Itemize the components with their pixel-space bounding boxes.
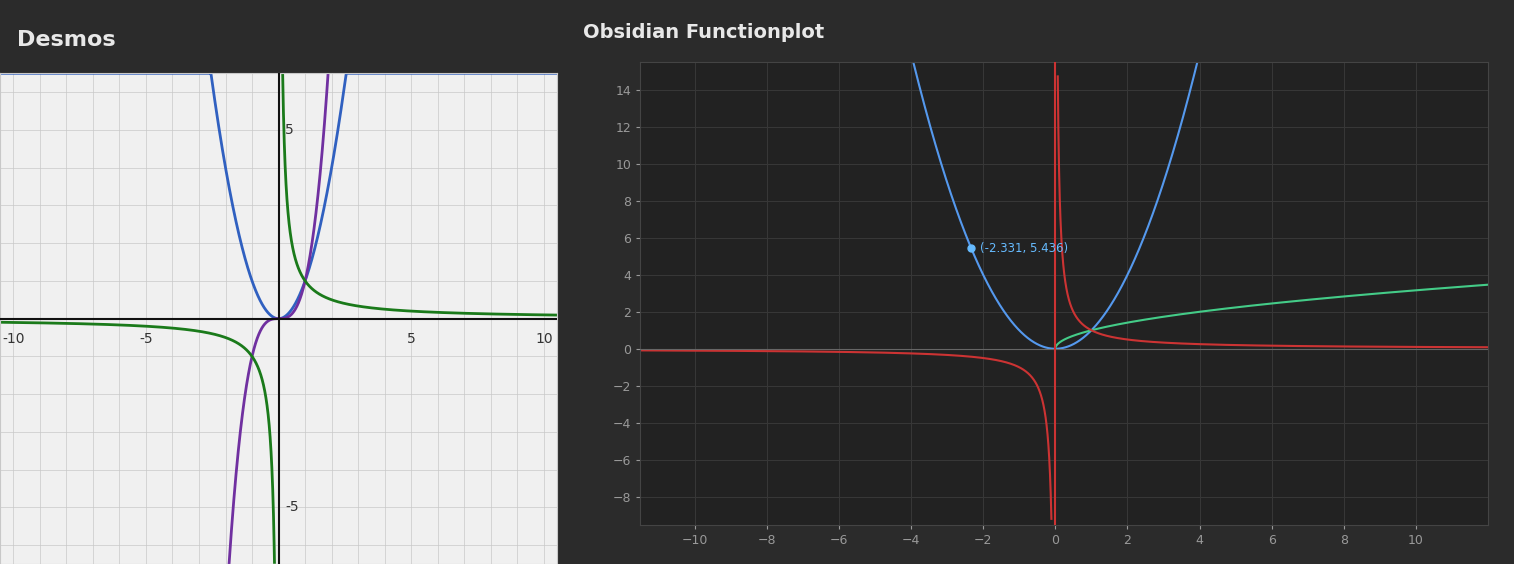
Text: -5: -5 [285, 500, 298, 514]
Text: Desmos: Desmos [17, 30, 115, 50]
Text: -10: -10 [2, 332, 24, 346]
Text: (-2.331, 5.436): (-2.331, 5.436) [980, 242, 1069, 255]
Text: 10: 10 [534, 332, 553, 346]
Text: -5: -5 [139, 332, 153, 346]
Text: Obsidian Functionplot: Obsidian Functionplot [583, 23, 824, 42]
Text: 5: 5 [407, 332, 416, 346]
Text: 5: 5 [285, 123, 294, 137]
